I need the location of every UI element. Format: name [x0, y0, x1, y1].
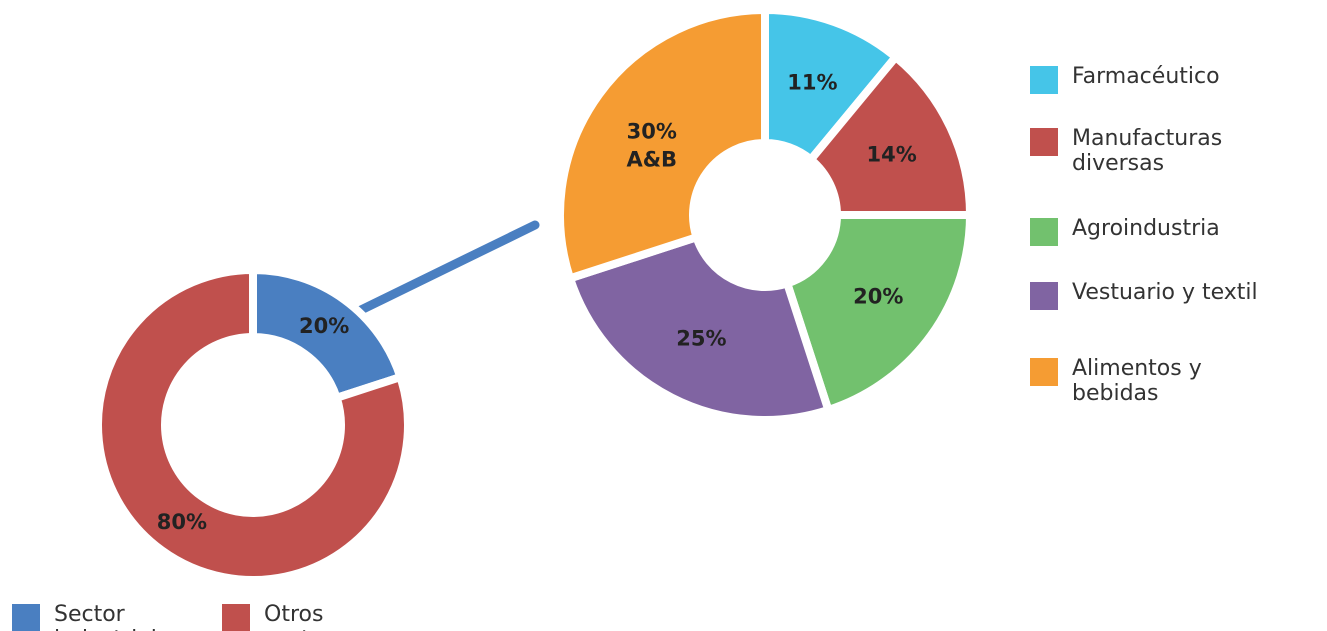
legend-label: Vestuario y textil [1072, 280, 1258, 305]
data-label: 20% [853, 284, 903, 308]
legend-label: Agroindustria [1072, 216, 1220, 241]
legend-label: Manufacturas diversas [1072, 126, 1223, 176]
donut-segment [556, 5, 769, 284]
legend-item: Farmacéutico [1030, 64, 1290, 94]
data-label: 14% [867, 142, 917, 166]
data-label: 80% [157, 510, 207, 534]
donut-segment [782, 211, 975, 416]
legend-swatch [222, 604, 250, 631]
legend-label: Alimentos y bebidas [1072, 356, 1202, 406]
data-label: 20% [299, 314, 349, 338]
legend-label: Otros sectores [264, 602, 357, 631]
data-label: 30% [627, 120, 677, 144]
annotation: A&B [626, 148, 677, 172]
donut-segment [805, 51, 975, 219]
data-label: 25% [676, 327, 726, 351]
legend-swatch [12, 604, 40, 631]
legend-label: Sector industrial [54, 602, 157, 631]
legend-swatch [1030, 128, 1058, 156]
legend-swatch [1030, 358, 1058, 386]
legend-item: Vestuario y textil [1030, 280, 1290, 310]
legend-item: Manufacturas diversas [1030, 126, 1290, 176]
legend-swatch [1030, 282, 1058, 310]
donut-segment [94, 265, 412, 584]
legend-item: Alimentos y bebidas [1030, 356, 1290, 406]
data-label: 11% [787, 70, 837, 94]
legend-item: Agroindustria [1030, 216, 1290, 246]
donut-segment [564, 232, 834, 424]
legend-item: Otros sectores [222, 602, 422, 631]
legend-label: Farmacéutico [1072, 64, 1220, 89]
legend-swatch [1030, 66, 1058, 94]
legend-swatch [1030, 218, 1058, 246]
legend-item: Sector industrial [12, 602, 212, 631]
